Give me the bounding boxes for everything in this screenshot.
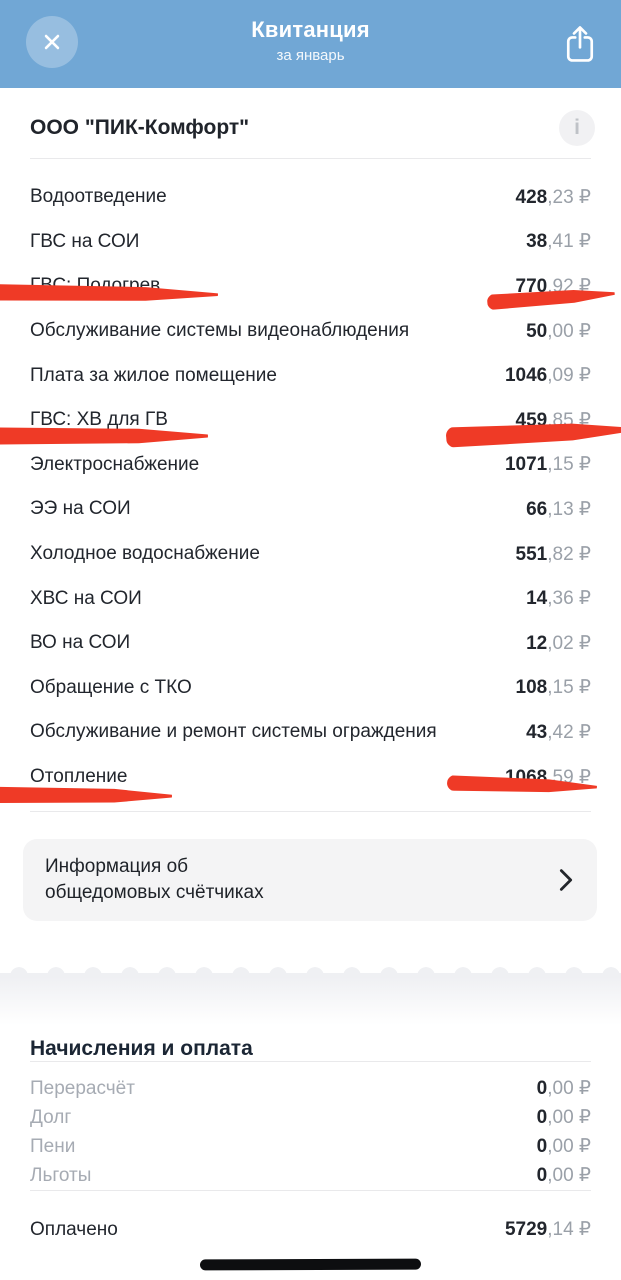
charge-amount: 1046,09 ₽ [504, 365, 591, 387]
receipt-edge-fade [0, 977, 621, 1026]
ios-share-icon [566, 26, 594, 62]
charges-list: Водоотведение 428,23 ₽ ГВС на СОИ 38,41 … [0, 159, 621, 799]
charge-row: Электроснабжение 1071,15 ₽ [30, 443, 591, 488]
charge-row: ГВС на СОИ 38,41 ₽ [30, 220, 591, 265]
info-button[interactable]: i [559, 110, 595, 146]
charge-row: ХВС на СОИ 14,36 ₽ [30, 576, 591, 621]
charge-amount: 43,42 ₽ [526, 721, 591, 743]
charge-label: ВО на СОИ [30, 632, 131, 654]
divider [30, 1190, 591, 1192]
header-titles: Квитанция за январь [0, 17, 621, 64]
charge-label: ХВС на СОИ [30, 587, 142, 609]
summary-rows: Перерасчёт 0,00 ₽ Долг 0,00 ₽ Пени 0,00 … [30, 1062, 591, 1190]
info-icon: i [574, 116, 580, 139]
divider [30, 158, 591, 159]
paid-row: Оплачено 5729,14 ₽ [30, 1217, 591, 1243]
charge-label: Электроснабжение [30, 453, 200, 475]
charge-label: Обслуживание системы видеонаблюдения [30, 320, 410, 342]
chevron-right-icon [559, 869, 573, 892]
summary-amount: 0,00 ₽ [536, 1165, 591, 1187]
charge-amount: 50,00 ₽ [526, 320, 591, 342]
charge-row: Обслуживание системы видеонаблюдения 50,… [30, 309, 591, 354]
charge-label: Водоотведение [30, 186, 167, 208]
summary-row: Долг 0,00 ₽ [30, 1103, 591, 1132]
charge-amount: 428,23 ₽ [515, 186, 591, 208]
summary-label: Пени [30, 1136, 76, 1158]
summary-row: Пени 0,00 ₽ [30, 1132, 591, 1161]
charge-label: Плата за жилое помещение [30, 364, 277, 386]
summary-row: Льготы 0,00 ₽ [30, 1161, 591, 1190]
black-marker-stroke [199, 1258, 422, 1271]
page-subtitle: за январь [276, 47, 345, 64]
summary-amount: 0,00 ₽ [536, 1107, 591, 1129]
charge-row: Обращение с ТКО 108,15 ₽ [30, 666, 591, 711]
charge-row: ВО на СОИ 12,02 ₽ [30, 621, 591, 666]
charge-label: ГВС: ХВ для ГВ [30, 409, 168, 431]
provider-name: ООО "ПИК-Комфорт" [30, 116, 250, 139]
divider [30, 811, 591, 813]
paid-amount: 5729,14 ₽ [504, 1219, 591, 1241]
summary-amount: 0,00 ₽ [536, 1078, 591, 1100]
page-title: Квитанция [251, 17, 370, 42]
charge-label: Обслуживание и ремонт системы ограждения [30, 721, 437, 743]
charge-label: ЭЭ на СОИ [30, 498, 131, 520]
spacer [0, 921, 621, 963]
summary-title: Начисления и оплата [30, 1037, 253, 1061]
charge-label: Обращение с ТКО [30, 676, 192, 698]
summary-amount: 0,00 ₽ [536, 1136, 591, 1158]
red-marker-stroke [0, 427, 208, 445]
charge-row: ЭЭ на СОИ 66,13 ₽ [30, 487, 591, 532]
charge-amount: 14,36 ₽ [526, 588, 591, 610]
close-button[interactable] [26, 16, 78, 68]
charge-amount: 108,15 ₽ [515, 677, 591, 699]
paid-label: Оплачено [30, 1219, 118, 1241]
charge-amount: 551,82 ₽ [515, 543, 591, 565]
charge-row: Водоотведение 428,23 ₽ [30, 175, 591, 220]
summary-label: Долг [30, 1107, 72, 1129]
divider [30, 1061, 591, 1063]
summary-section: Начисления и оплата Перерасчёт 0,00 ₽ До… [0, 1037, 621, 1243]
charge-row: Обслуживание и ремонт системы ограждения… [30, 710, 591, 755]
charge-row: Холодное водоснабжение 551,82 ₽ [30, 532, 591, 577]
meters-info-label: Информация об общедомовых счётчиках [45, 856, 264, 904]
summary-label: Льготы [30, 1165, 92, 1187]
charge-amount: 1071,15 ₽ [504, 454, 591, 476]
charge-label: Холодное водоснабжение [30, 543, 260, 565]
close-icon [44, 34, 60, 50]
share-button[interactable] [561, 21, 599, 67]
charge-label: ГВС на СОИ [30, 230, 140, 252]
header-bar: Квитанция за январь [0, 0, 621, 88]
summary-label: Перерасчёт [30, 1078, 135, 1100]
meters-info-button[interactable]: Информация об общедомовых счётчиках [23, 839, 597, 922]
charge-amount: 66,13 ₽ [526, 498, 591, 520]
charge-amount: 12,02 ₽ [526, 632, 591, 654]
receipt-torn-edge [0, 963, 621, 978]
charge-row: Плата за жилое помещение 1046,09 ₽ [30, 353, 591, 398]
provider-row: ООО "ПИК-Комфорт" i [0, 88, 621, 158]
charge-label: Отопление [30, 766, 128, 788]
summary-row: Перерасчёт 0,00 ₽ [30, 1074, 591, 1103]
charge-amount: 38,41 ₽ [526, 231, 591, 253]
